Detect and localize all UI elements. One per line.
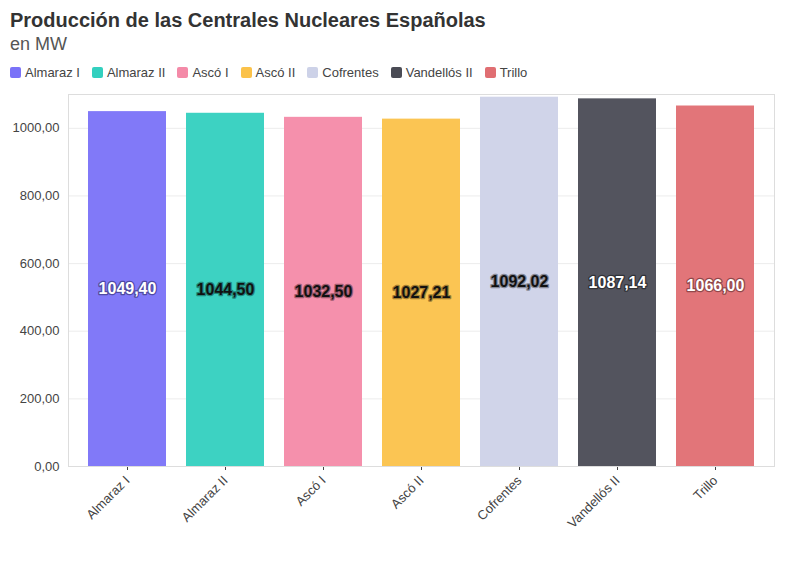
svg-text:Almaraz I: Almaraz I <box>83 473 132 522</box>
svg-text:Vandellós II: Vandellós II <box>565 473 623 531</box>
svg-text:1092,02: 1092,02 <box>491 273 549 290</box>
svg-text:600,00: 600,00 <box>20 256 60 271</box>
svg-text:Almaraz II: Almaraz II <box>179 473 231 525</box>
html-text:Ascó II: Ascó II <box>255 64 296 80</box>
svg-text:Cofrentes: Cofrentes <box>474 472 525 523</box>
svg-text:Ascó I: Ascó I <box>292 473 328 509</box>
svg-text:Ascó II: Ascó II <box>388 473 427 512</box>
svg-text:800,00: 800,00 <box>20 188 60 203</box>
svg-text:1032,50: 1032,50 <box>295 283 353 300</box>
svg-text:1049,40: 1049,40 <box>99 280 157 297</box>
html-text:Producción de las Centrales Nu: Producción de las Centrales Nucleares Es… <box>10 9 486 31</box>
svg-text:1044,50: 1044,50 <box>197 281 255 298</box>
svg-text:1000,00: 1000,00 <box>13 120 60 135</box>
svg-text:400,00: 400,00 <box>20 323 60 338</box>
html-text:Ascó I: Ascó I <box>192 64 229 80</box>
svg-text:0,00: 0,00 <box>34 459 59 474</box>
svg-text:Trillo: Trillo <box>690 473 720 503</box>
html-text:Almaraz I: Almaraz I <box>25 64 80 80</box>
svg-text:1066,00: 1066,00 <box>687 277 745 294</box>
svg-text:1087,14: 1087,14 <box>589 274 647 291</box>
html-text:Almaraz II: Almaraz II <box>106 64 166 80</box>
html-text:en MW: en MW <box>10 34 67 54</box>
svg-text:200,00: 200,00 <box>20 391 60 406</box>
html-text:Vandellós II: Vandellós II <box>405 64 473 80</box>
html-text:Trillo: Trillo <box>499 64 528 80</box>
html-text:Cofrentes: Cofrentes <box>322 64 379 80</box>
svg-text:1027,21: 1027,21 <box>393 284 451 301</box>
